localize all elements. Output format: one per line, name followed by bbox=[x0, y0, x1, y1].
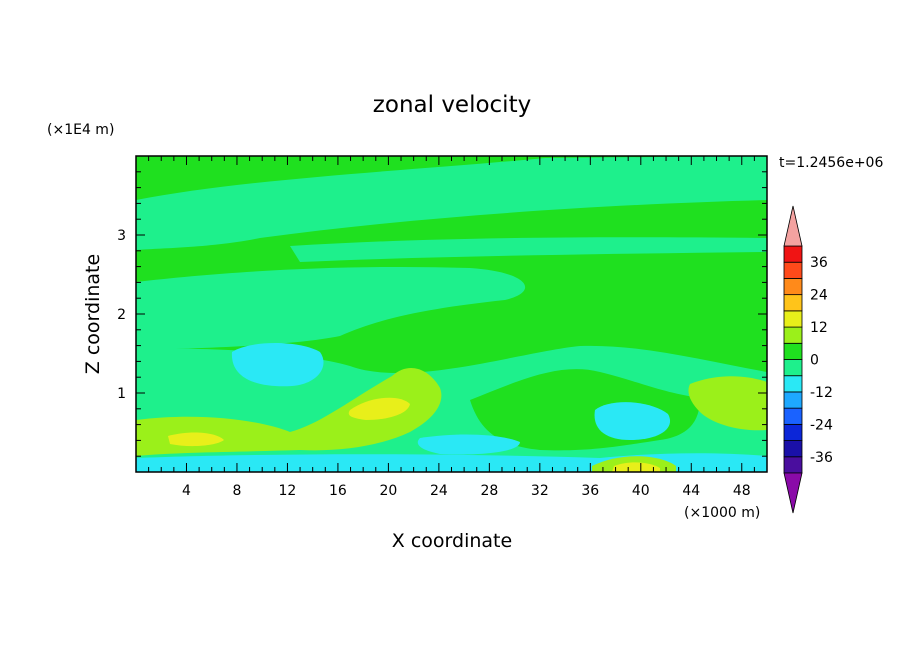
chart-title: zonal velocity bbox=[373, 92, 531, 118]
colorbar-tick-label: 12 bbox=[810, 320, 828, 336]
colorbar-box bbox=[783, 456, 803, 474]
x-axis-label: X coordinate bbox=[392, 530, 512, 552]
x-tick-label: 8 bbox=[232, 483, 241, 499]
time-label: t=1.2456e+06 bbox=[779, 155, 883, 171]
colorbar-box bbox=[783, 342, 803, 360]
colorbar-box bbox=[783, 440, 803, 458]
region-neg6-to-0-band bbox=[136, 156, 767, 250]
y-axis-label: Z coordinate bbox=[82, 254, 104, 374]
y-unit-label: (×1E4 m) bbox=[47, 122, 114, 138]
region-neg6-to-0-band bbox=[290, 237, 767, 262]
region-12-to-18-patch bbox=[612, 462, 660, 472]
x-tick-label: 32 bbox=[531, 483, 549, 499]
colorbar-tick-label: 0 bbox=[810, 353, 819, 369]
region-neg12-to-neg6-patch bbox=[231, 343, 324, 387]
region-neg12-to-neg6-patch bbox=[594, 402, 671, 440]
colorbar: 36 24 12 0 -12 -24 -36 bbox=[783, 205, 833, 514]
colorbar-max-triangle bbox=[783, 205, 803, 247]
region-12-to-18-patch bbox=[168, 432, 224, 447]
y-tick-label: 2 bbox=[117, 307, 126, 323]
x-unit-label: (×1000 m) bbox=[684, 505, 760, 521]
colorbar-tick-label: -36 bbox=[810, 450, 833, 466]
contour-field bbox=[136, 156, 767, 472]
colorbar-box bbox=[783, 294, 803, 312]
colorbar-box bbox=[783, 423, 803, 441]
colorbar-tick-label: -12 bbox=[810, 385, 833, 401]
x-tick-label: 44 bbox=[682, 483, 700, 499]
x-tick-label: 36 bbox=[581, 483, 599, 499]
colorbar-box bbox=[783, 245, 803, 263]
y-axis: 1 2 3 bbox=[117, 171, 767, 457]
colorbar-box bbox=[783, 310, 803, 328]
colorbar-tick-label: 24 bbox=[810, 288, 828, 304]
y-tick-label: 1 bbox=[117, 386, 126, 402]
region-6-to-12-patch bbox=[688, 376, 767, 431]
colorbar-box bbox=[783, 375, 803, 393]
colorbar-tick-label: -24 bbox=[810, 417, 833, 433]
x-tick-label: 12 bbox=[279, 483, 297, 499]
colorbar-box bbox=[783, 407, 803, 425]
x-tick-label: 28 bbox=[480, 483, 498, 499]
colorbar-box bbox=[783, 391, 803, 409]
colorbar-box bbox=[783, 359, 803, 377]
x-axis: 4 8 12 16 20 24 28 32 36 40 44 48 bbox=[148, 156, 755, 499]
x-tick-label: 48 bbox=[733, 483, 751, 499]
colorbar-box bbox=[783, 261, 803, 279]
colorbar-box bbox=[783, 326, 803, 344]
x-tick-label: 4 bbox=[182, 483, 191, 499]
x-tick-label: 24 bbox=[430, 483, 448, 499]
colorbar-min-triangle bbox=[783, 472, 803, 514]
colorbar-box bbox=[783, 278, 803, 296]
region-neg12-to-neg6-patch bbox=[417, 434, 520, 455]
x-tick-label: 20 bbox=[379, 483, 397, 499]
region-6-to-12-patch bbox=[136, 367, 442, 456]
region-neg6-to-0-mid bbox=[136, 266, 526, 350]
colorbar-tick-label: 36 bbox=[810, 255, 828, 271]
region-12-to-18-patch bbox=[348, 397, 410, 420]
x-tick-label: 16 bbox=[329, 483, 347, 499]
y-tick-label: 3 bbox=[117, 228, 126, 244]
x-tick-label: 40 bbox=[632, 483, 650, 499]
